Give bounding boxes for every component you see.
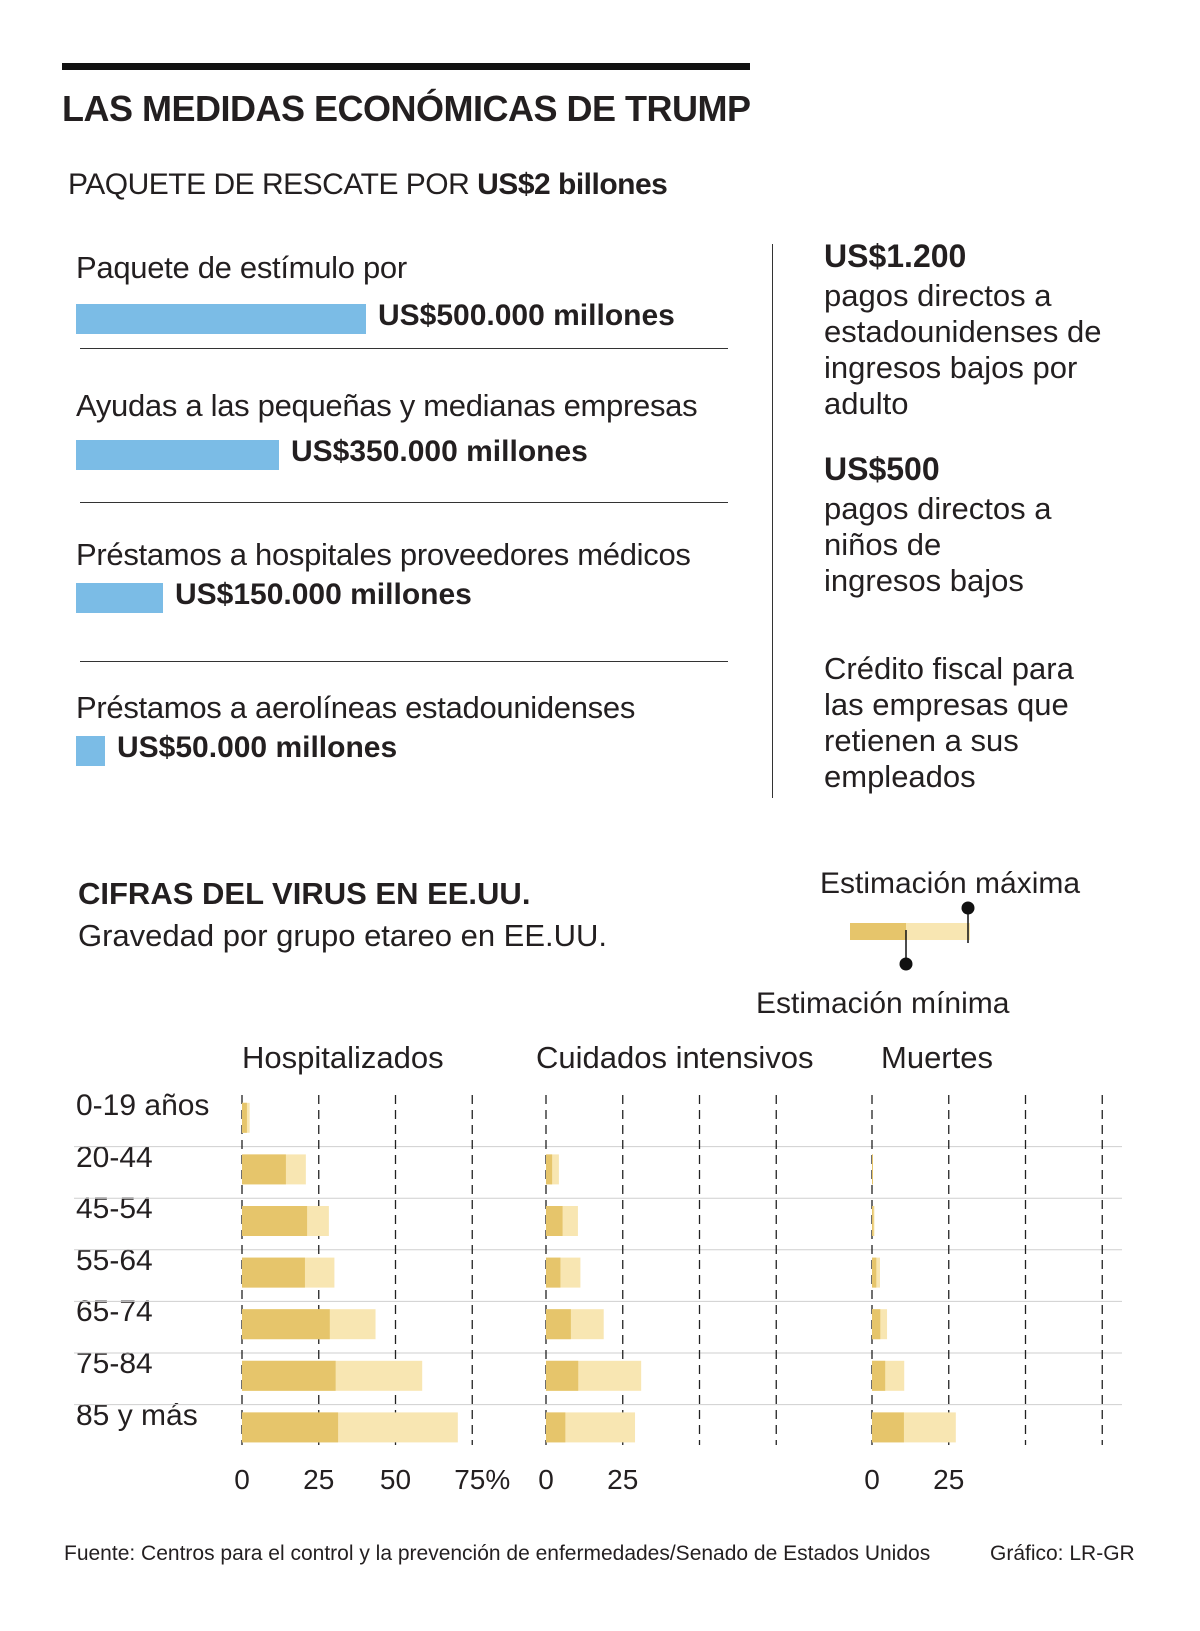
age-group-label: 20-44 xyxy=(76,1140,153,1174)
stimulus-label-4: Préstamos a aerolíneas estadounidenses xyxy=(76,690,636,725)
stimulus-label-1: Paquete de estímulo por xyxy=(76,250,407,285)
bar-min-estimate xyxy=(872,1309,881,1340)
top-rule xyxy=(62,63,750,70)
bar-min-estimate xyxy=(546,1309,571,1340)
virus-section-title: CIFRAS DEL VIRUS EN EE.UU. xyxy=(78,876,531,911)
column-head-deaths: Muertes xyxy=(881,1040,993,1075)
stimulus-label-2: Ayudas a las pequeñas y medianas empresa… xyxy=(76,388,698,423)
direct-payment-child-text: pagos directos a niños de ingresos bajos xyxy=(824,491,1052,598)
age-group-label: 55-64 xyxy=(76,1243,153,1277)
legend-max-label: Estimación máxima xyxy=(820,867,1081,900)
direct-payment-adult-text: pagos directos a estadounidenses de ingr… xyxy=(824,278,1102,421)
bar-min-estimate xyxy=(546,1154,553,1185)
stimulus-bar-4 xyxy=(76,736,105,766)
vertical-divider xyxy=(772,244,773,798)
axis-tick-label: 25 xyxy=(303,1464,335,1495)
source-note: Fuente: Centros para el control y la pre… xyxy=(64,1542,931,1565)
age-group-label: 0-19 años xyxy=(76,1089,210,1122)
bar-min-estimate xyxy=(546,1257,561,1288)
stimulus-separator xyxy=(80,502,728,503)
axis-tick-label: 75% xyxy=(454,1464,511,1495)
bar-min-estimate xyxy=(242,1102,247,1133)
package-prefix: PAQUETE DE RESCATE POR xyxy=(68,168,478,201)
bar-min-estimate xyxy=(872,1154,873,1185)
package-subtitle: PAQUETE DE RESCATE POR US$2 billones xyxy=(68,168,668,202)
bar-min-estimate xyxy=(872,1257,877,1288)
column-head-hospitalized: Hospitalizados xyxy=(242,1040,444,1075)
page-title: LAS MEDIDAS ECONÓMICAS DE TRUMP xyxy=(62,88,751,129)
bar-min-estimate xyxy=(242,1154,286,1185)
bar-min-estimate xyxy=(546,1360,579,1391)
legend-min-label: Estimación mínima xyxy=(756,987,1010,1020)
bar-min-estimate xyxy=(242,1257,305,1288)
stimulus-separator xyxy=(80,348,728,349)
stimulus-label-3: Préstamos a hospitales proveedores médic… xyxy=(76,537,691,572)
axis-tick-label: 25 xyxy=(933,1464,965,1495)
axis-tick-label: 0 xyxy=(864,1464,880,1495)
direct-payment-child-amount: US$500 xyxy=(824,451,940,487)
stimulus-value-3: US$150.000 millones xyxy=(175,578,472,611)
bar-min-estimate xyxy=(242,1309,330,1340)
bar-min-estimate xyxy=(872,1412,904,1443)
axis-tick-label: 25 xyxy=(607,1464,639,1495)
stimulus-separator xyxy=(80,661,728,662)
stimulus-value-4: US$50.000 millones xyxy=(117,731,398,764)
axis-tick-label: 0 xyxy=(234,1464,250,1495)
graphic-credit: Gráfico: LR-GR xyxy=(990,1542,1135,1565)
stimulus-bar-3 xyxy=(76,583,163,613)
stimulus-value-1: US$500.000 millones xyxy=(378,299,675,332)
virus-section-subtitle: Gravedad por grupo etareo en EE.UU. xyxy=(78,918,608,953)
bar-min-estimate xyxy=(242,1206,308,1236)
package-amount: US$2 billones xyxy=(477,168,668,201)
axis-tick-label: 0 xyxy=(538,1464,554,1495)
bar-min-estimate xyxy=(546,1412,566,1443)
legend-min-dot xyxy=(899,957,913,971)
bar-min-estimate xyxy=(242,1360,336,1391)
age-group-label: 85 y más xyxy=(76,1398,198,1432)
legend-bar-min xyxy=(850,923,906,940)
legend-max-dot xyxy=(961,901,975,915)
stimulus-bar-1 xyxy=(76,304,366,334)
age-group-label: 45-54 xyxy=(76,1192,153,1226)
tax-credit-text: Crédito fiscal para las empresas que ret… xyxy=(824,651,1074,794)
direct-payment-adult-amount: US$1.200 xyxy=(824,238,967,274)
column-head-icu: Cuidados intensivos xyxy=(536,1040,814,1075)
axis-tick-label: 50 xyxy=(379,1464,412,1495)
stimulus-value-2: US$350.000 millones xyxy=(291,435,588,468)
bar-min-estimate xyxy=(872,1360,886,1391)
age-group-label: 65-74 xyxy=(76,1295,153,1329)
bar-min-estimate xyxy=(546,1206,563,1236)
bar-min-estimate xyxy=(242,1412,339,1443)
bar-min-estimate xyxy=(872,1206,874,1236)
stimulus-bar-2 xyxy=(76,440,279,470)
